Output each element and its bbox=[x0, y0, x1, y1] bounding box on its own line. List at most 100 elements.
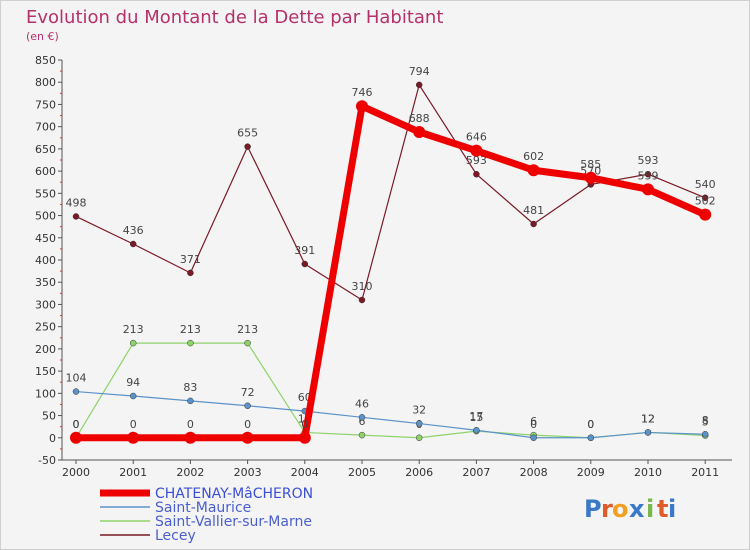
y-tick-label: 0 bbox=[49, 432, 56, 445]
data-label: 104 bbox=[66, 372, 87, 385]
series-line bbox=[75, 390, 706, 439]
data-label: 371 bbox=[180, 253, 201, 266]
y-tick-label: 50 bbox=[42, 410, 56, 423]
logo-letter: r bbox=[601, 495, 613, 523]
data-label: 688 bbox=[409, 112, 430, 125]
data-point bbox=[298, 431, 311, 444]
data-label: 0 bbox=[530, 418, 537, 431]
data-point bbox=[129, 339, 137, 347]
data-label: 0 bbox=[244, 418, 251, 431]
data-label: 46 bbox=[355, 397, 369, 410]
data-label: 0 bbox=[73, 418, 80, 431]
legend-label: Saint-Maurice bbox=[155, 500, 251, 516]
data-label: 746 bbox=[352, 86, 373, 99]
data-point bbox=[129, 240, 137, 248]
data-point bbox=[587, 434, 595, 442]
data-label: 12 bbox=[641, 412, 655, 425]
data-point bbox=[187, 397, 194, 405]
data-point bbox=[701, 430, 709, 438]
data-label: 213 bbox=[123, 323, 144, 336]
data-point bbox=[470, 144, 483, 157]
data-label: 391 bbox=[294, 244, 315, 257]
data-label: 83 bbox=[183, 381, 197, 394]
data-label: 5 bbox=[702, 416, 709, 429]
data-label: 17 bbox=[469, 410, 483, 423]
data-point bbox=[187, 339, 194, 347]
x-tick-label: 2009 bbox=[577, 466, 605, 479]
data-label: 593 bbox=[638, 154, 659, 167]
y-tick-label: 450 bbox=[35, 232, 56, 245]
data-point bbox=[642, 183, 654, 196]
data-label: 540 bbox=[695, 178, 716, 191]
data-label: 502 bbox=[695, 195, 716, 208]
y-tick-label: 100 bbox=[35, 387, 56, 400]
y-tick-label: 200 bbox=[35, 343, 56, 356]
data-point bbox=[530, 434, 537, 442]
data-point bbox=[356, 100, 368, 113]
x-tick-label: 2011 bbox=[691, 466, 719, 479]
data-point bbox=[473, 426, 480, 434]
plot-area: -500501001502002503003504004505005506006… bbox=[35, 54, 732, 479]
series-saint-vallier-sur-marne: 021321321312601560125 bbox=[73, 323, 709, 442]
data-label: 6 bbox=[530, 415, 537, 428]
data-label: 498 bbox=[66, 196, 87, 209]
x-tick-label: 2004 bbox=[291, 466, 319, 479]
y-tick-label: 150 bbox=[35, 365, 56, 378]
data-point bbox=[701, 194, 709, 202]
data-label: 0 bbox=[587, 418, 594, 431]
x-tick-label: 2010 bbox=[634, 466, 662, 479]
data-label: 213 bbox=[180, 323, 201, 336]
data-point bbox=[644, 170, 652, 178]
data-point bbox=[644, 429, 652, 436]
data-point bbox=[70, 431, 82, 444]
data-point bbox=[413, 126, 426, 138]
y-tick-label: -50 bbox=[38, 454, 56, 467]
data-label: 0 bbox=[587, 418, 594, 431]
data-point bbox=[184, 431, 197, 444]
logo-letter: o bbox=[612, 495, 629, 523]
data-label: 15 bbox=[469, 411, 483, 424]
y-tick-label: 800 bbox=[35, 76, 56, 89]
data-label: 585 bbox=[580, 158, 601, 171]
x-tick-label: 2003 bbox=[234, 466, 262, 479]
data-point bbox=[301, 260, 309, 268]
data-label: 593 bbox=[466, 154, 487, 167]
logo-letter: i bbox=[646, 495, 654, 523]
y-tick-label: 750 bbox=[35, 98, 56, 111]
data-label: 646 bbox=[466, 131, 487, 144]
logo-letter: P bbox=[584, 495, 602, 523]
logo-letter: t bbox=[657, 495, 668, 523]
x-tick-label: 2008 bbox=[520, 466, 548, 479]
data-label: 481 bbox=[523, 204, 544, 217]
data-point bbox=[129, 392, 137, 400]
y-tick-label: 400 bbox=[35, 254, 56, 267]
data-label: 12 bbox=[641, 412, 655, 425]
data-label: 794 bbox=[409, 65, 430, 78]
data-point bbox=[699, 208, 712, 221]
x-tick-label: 2002 bbox=[176, 466, 204, 479]
y-tick-label: 650 bbox=[35, 143, 56, 156]
data-label: 213 bbox=[237, 323, 258, 336]
y-tick-label: 250 bbox=[35, 321, 56, 334]
data-point bbox=[527, 164, 540, 177]
data-point bbox=[358, 414, 366, 421]
data-point bbox=[72, 213, 80, 220]
data-point bbox=[473, 170, 480, 178]
chart-subtitle: (en €) bbox=[26, 30, 59, 43]
data-point bbox=[187, 269, 194, 277]
x-tick-label: 2006 bbox=[405, 466, 433, 479]
data-label: 436 bbox=[123, 224, 144, 237]
legend: CHATENAY-MâCHERONSaint-MauriceSaint-Vall… bbox=[100, 486, 313, 544]
data-label: 0 bbox=[130, 418, 137, 431]
y-tick-label: 300 bbox=[35, 298, 56, 311]
x-tick-label: 2000 bbox=[62, 466, 90, 479]
y-tick-label: 850 bbox=[35, 54, 56, 67]
y-tick-label: 500 bbox=[35, 210, 56, 223]
data-point bbox=[244, 339, 251, 347]
data-label: 310 bbox=[352, 280, 373, 293]
data-label: 0 bbox=[73, 418, 80, 431]
